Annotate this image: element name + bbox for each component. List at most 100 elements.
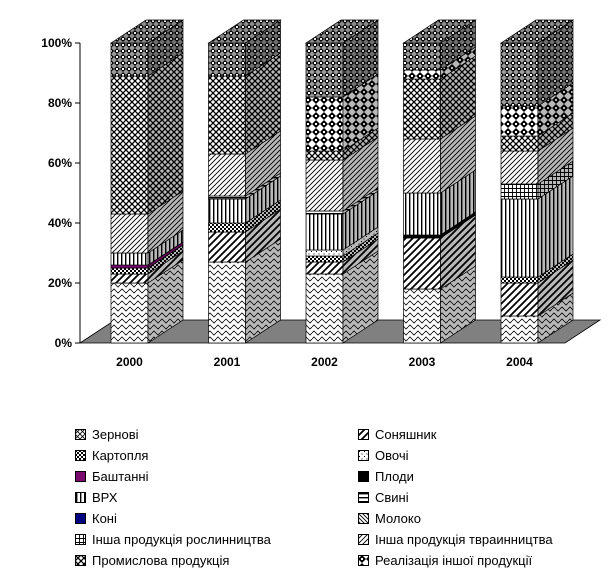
legend-label: ВРХ (92, 490, 118, 505)
bar-segment-2001-8 (208, 172, 281, 200)
legend-label: Плоди (375, 469, 414, 484)
legend-label: Реалізація іншої продукції (375, 553, 533, 568)
bar-segment-2003-2 (403, 214, 476, 290)
y-axis: 0% 20% 40% 60% 80% 100% (41, 36, 81, 350)
bar-top-2000 (109, 19, 185, 44)
legend-swatch (358, 555, 369, 566)
bar-segment-2002-12 (305, 136, 379, 212)
legend-item: Промислова продукція (75, 553, 358, 568)
legend-swatch (358, 513, 369, 524)
legend-label: Картопля (92, 448, 149, 463)
bar-segment-2000-15 (110, 19, 184, 77)
legend-swatch (75, 471, 86, 482)
legend-item: Інша продукція рослинництва (75, 532, 358, 547)
bar-segment-2003-1 (403, 265, 476, 344)
bar-segment-2002-15 (305, 19, 379, 98)
bar-segment-2000-13 (110, 52, 184, 215)
legend-swatch (358, 450, 369, 461)
legend-swatch (358, 429, 369, 440)
legend-item: Реалізація іншої продукції (358, 553, 605, 568)
legend-row: Зернові Соняшник (75, 424, 605, 445)
bar-segment-2004-2 (500, 259, 574, 317)
bar-2001 (207, 19, 282, 344)
y-tick-label: 80% (48, 96, 72, 110)
y-tick-label: 0% (55, 336, 73, 350)
bar-segment-2002-8 (305, 187, 379, 215)
legend-swatch (358, 492, 369, 503)
bar-segment-2001-2 (208, 208, 281, 263)
legend-item: ВРХ (75, 490, 358, 505)
legend-swatch (75, 534, 86, 545)
legend-row: Картопля Овочі (75, 445, 605, 466)
legend-label: Коні (92, 511, 117, 526)
bar-segment-2002-13 (305, 127, 379, 161)
bar-segment-2002-2 (305, 238, 379, 275)
bar-2000 (109, 19, 185, 344)
bar-segment-2002-4 (305, 226, 379, 257)
legend-label: Овочі (375, 448, 409, 463)
bar-segment-2001-1 (208, 238, 281, 344)
bar-segment-2004-11 (500, 160, 574, 200)
legend-row: Баштанні Плоди (75, 466, 605, 487)
legend-item: Овочі (358, 448, 605, 463)
bar-segment-2003-15 (403, 19, 476, 71)
x-axis-labels: 2000 2001 2002 2003 2004 (116, 355, 533, 369)
bar-top-2001 (207, 19, 282, 44)
x-tick-label: 2003 (409, 355, 436, 369)
bar-top-2002 (304, 19, 380, 44)
legend-label: Соняшник (375, 427, 437, 442)
legend-swatch (358, 471, 369, 482)
x-tick-label: 2002 (311, 355, 338, 369)
bar-segment-2002-14 (305, 73, 379, 152)
x-tick-label: 2004 (506, 355, 533, 369)
legend-item: Баштанні (75, 469, 358, 484)
legend-row: Коні Молоко (75, 508, 605, 529)
legend-item: Зернові (75, 427, 358, 442)
bar-top-2003 (402, 19, 477, 44)
legend-label: Інша продукція рослинництва (92, 532, 271, 547)
legend-item: Інша продукція твраинництва (358, 532, 605, 547)
legend-label: Зернові (92, 427, 139, 442)
legend-item: Картопля (75, 448, 358, 463)
legend-label: Молоко (375, 511, 421, 526)
bar-segment-2001-13 (208, 52, 281, 155)
bar-segment-2002-1 (305, 250, 379, 344)
bars (109, 19, 575, 344)
legend-row: Промислова продукція Реалізація іншої про… (75, 550, 605, 571)
legend-item: Свині (358, 490, 605, 505)
legend-swatch (75, 492, 86, 503)
bar-segment-2000-3 (110, 244, 184, 275)
legend-label: Баштанні (92, 469, 149, 484)
bar-segment-2004-15 (500, 19, 574, 107)
bar-segment-2003-7 (403, 169, 476, 236)
legend-swatch (358, 534, 369, 545)
bar-segment-2000-12 (110, 190, 184, 254)
y-tick-label: 20% (48, 276, 72, 290)
legend-row: Інша продукція рослинництва Інша продукці… (75, 529, 605, 550)
bar-segment-2004-1 (500, 292, 574, 344)
bar-segment-2004-7 (500, 175, 574, 278)
bar-2003 (402, 19, 477, 344)
bar-segment-2004-14 (500, 82, 574, 137)
bar-top-2004 (499, 19, 575, 44)
x-tick-label: 2001 (214, 355, 241, 369)
chart-legend: Зернові Соняшник Картопля Овочі Баштанні Плод… (75, 424, 605, 571)
bar-segment-2001-15 (208, 19, 281, 77)
legend-swatch (75, 450, 86, 461)
legend-swatch (75, 429, 86, 440)
legend-row: ВРХ Свині (75, 487, 605, 508)
legend-item: Молоко (358, 511, 605, 526)
bar-segment-2001-12 (208, 130, 281, 197)
y-tick-label: 60% (48, 156, 72, 170)
legend-item: Соняшник (358, 427, 605, 442)
y-tick-label: 40% (48, 216, 72, 230)
bar-segment-2001-7 (208, 175, 281, 224)
bar-2004 (499, 19, 575, 344)
x-tick-label: 2000 (116, 355, 143, 369)
bar-2002 (304, 19, 380, 344)
legend-swatch (75, 555, 86, 566)
bar-segment-2000-1 (110, 259, 184, 344)
legend-swatch (75, 513, 86, 524)
